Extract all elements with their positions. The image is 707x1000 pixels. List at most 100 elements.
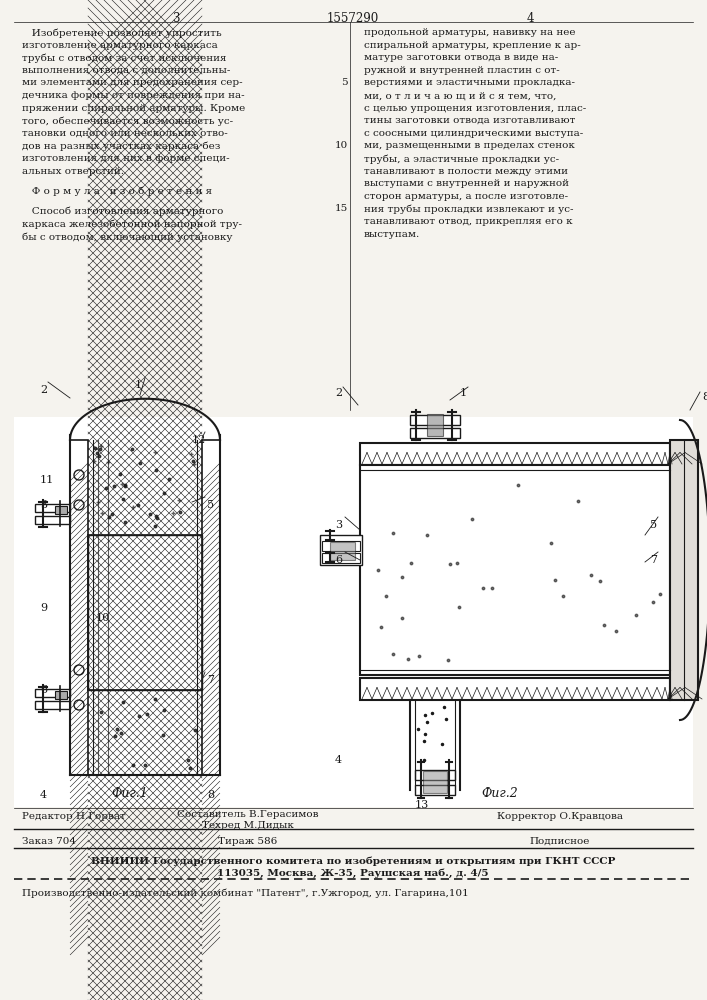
Text: выполнения отвода с дополнительны-: выполнения отвода с дополнительны- — [22, 66, 230, 75]
Text: ми, о т л и ч а ю щ и й с я тем, что,: ми, о т л и ч а ю щ и й с я тем, что, — [364, 91, 556, 100]
Text: тины заготовки отвода изготавливают: тины заготовки отвода изготавливают — [364, 116, 575, 125]
Bar — [35, 516, 70, 524]
Text: танавливают отвод, прикрепляя его к: танавливают отвод, прикрепляя его к — [364, 217, 573, 226]
Text: 3: 3 — [173, 12, 180, 25]
Bar — [415, 770, 455, 780]
Text: 6: 6 — [335, 555, 342, 565]
Text: 7: 7 — [650, 555, 657, 565]
Text: продольной арматуры, навивку на нее: продольной арматуры, навивку на нее — [364, 28, 575, 37]
Bar — [322, 553, 360, 563]
Text: Способ изготовления арматурного: Способ изготовления арматурного — [22, 207, 223, 216]
Bar — [322, 541, 360, 551]
Bar — [35, 701, 70, 709]
Text: 13: 13 — [415, 800, 429, 810]
Text: 5: 5 — [207, 500, 214, 510]
Text: спиральной арматуры, крепление к ар-: спиральной арматуры, крепление к ар- — [364, 41, 580, 50]
Text: Редактор Н.Горват: Редактор Н.Горват — [22, 812, 126, 821]
Bar — [70, 440, 88, 775]
Text: с соосными цилиндрическими выступа-: с соосными цилиндрическими выступа- — [364, 129, 583, 138]
Text: Фиг.2: Фиг.2 — [481, 787, 518, 800]
Text: 9: 9 — [40, 603, 47, 613]
Text: Производственно-издательский комбинат "Патент", г.Ужгород, ул. Гагарина,101: Производственно-издательский комбинат "П… — [22, 888, 469, 898]
Bar — [427, 414, 443, 436]
Bar — [360, 443, 670, 465]
Text: Ф о р м у л а   и з о б р е т е н и я: Ф о р м у л а и з о б р е т е н и я — [22, 187, 212, 196]
Text: Фиг.1: Фиг.1 — [112, 787, 148, 800]
Text: 1: 1 — [460, 388, 467, 398]
Text: матуре заготовки отвода в виде на-: матуре заготовки отвода в виде на- — [364, 53, 559, 62]
Circle shape — [74, 500, 84, 510]
Bar — [410, 428, 460, 438]
Text: 113035, Москва, Ж-35, Раушская наб., д. 4/5: 113035, Москва, Ж-35, Раушская наб., д. … — [217, 868, 489, 878]
Text: верстиями и эластичными прокладка-: верстиями и эластичными прокладка- — [364, 78, 575, 87]
Text: 2: 2 — [335, 388, 342, 398]
Text: танавливают в полости между этими: танавливают в полости между этими — [364, 167, 568, 176]
Text: 10: 10 — [334, 141, 348, 150]
Bar — [410, 415, 460, 425]
Circle shape — [74, 470, 84, 480]
Text: Тираж 586: Тираж 586 — [218, 837, 278, 846]
Text: выступами с внутренней и наружной: выступами с внутренней и наружной — [364, 179, 569, 188]
Text: изготовление арматурного каркаса: изготовление арматурного каркаса — [22, 41, 218, 50]
Text: Изобретение позволяет упростить: Изобретение позволяет упростить — [22, 28, 221, 37]
Bar — [14, 417, 693, 807]
Bar — [670, 440, 698, 700]
Bar — [35, 689, 70, 697]
Bar — [55, 506, 67, 514]
Text: 15: 15 — [334, 204, 348, 213]
Text: пряжении спиральной арматуры. Кроме: пряжении спиральной арматуры. Кроме — [22, 104, 245, 113]
Text: Составитель В.Герасимов: Составитель В.Герасимов — [177, 810, 319, 819]
Bar — [55, 691, 67, 699]
Bar — [202, 440, 220, 775]
Text: ВНИИПИ Государственного комитета по изобретениям и открытиям при ГКНТ СССР: ВНИИПИ Государственного комитета по изоб… — [90, 857, 615, 866]
Text: трубы, а эластичные прокладки ус-: трубы, а эластичные прокладки ус- — [364, 154, 559, 164]
Bar — [320, 535, 362, 565]
Text: 4: 4 — [40, 790, 47, 800]
Text: 8: 8 — [702, 392, 707, 402]
Text: 7: 7 — [207, 675, 214, 685]
Bar — [360, 678, 670, 700]
Text: 11: 11 — [40, 475, 54, 485]
Text: Корректор О.Кравцова: Корректор О.Кравцова — [497, 812, 623, 821]
Bar — [415, 785, 455, 795]
Text: Заказ 704: Заказ 704 — [22, 837, 76, 846]
Text: 10: 10 — [96, 613, 110, 623]
Text: ми, размещенными в пределах стенок: ми, размещенными в пределах стенок — [364, 141, 575, 150]
Text: изготовления для них в форме специ-: изготовления для них в форме специ- — [22, 154, 230, 163]
Text: с целью упрощения изготовления, плас-: с целью упрощения изготовления, плас- — [364, 104, 586, 113]
Text: ми элементами для предохранения сер-: ми элементами для предохранения сер- — [22, 78, 243, 87]
Text: бы с отводом, включающий установку: бы с отводом, включающий установку — [22, 232, 233, 242]
Text: 6: 6 — [40, 685, 47, 695]
Bar — [35, 504, 70, 512]
Text: 12: 12 — [192, 435, 206, 445]
Text: дечника формы от повреждения при на-: дечника формы от повреждения при на- — [22, 91, 245, 100]
Text: 5: 5 — [341, 78, 348, 87]
Text: 1: 1 — [135, 380, 142, 390]
Bar — [88, 535, 202, 690]
Text: каркаса железобетонной напорной тру-: каркаса железобетонной напорной тру- — [22, 220, 242, 229]
Text: дов на разных участках каркаса без: дов на разных участках каркаса без — [22, 141, 221, 151]
Text: трубы с отводом за счет исключения: трубы с отводом за счет исключения — [22, 53, 226, 63]
Text: 3: 3 — [40, 500, 47, 510]
Text: тановки одного или нескольких отво-: тановки одного или нескольких отво- — [22, 129, 228, 138]
Text: ния трубы прокладки извлекают и ус-: ния трубы прокладки извлекают и ус- — [364, 204, 573, 214]
Text: ружной и внутренней пластин с от-: ружной и внутренней пластин с от- — [364, 66, 560, 75]
Text: сторон арматуры, а после изготовле-: сторон арматуры, а после изготовле- — [364, 192, 568, 201]
Bar — [360, 465, 670, 675]
Text: Техред М.Дидык: Техред М.Дидык — [202, 821, 294, 830]
Text: 3: 3 — [335, 520, 342, 530]
Text: 4: 4 — [335, 755, 342, 765]
Text: выступам.: выступам. — [364, 230, 420, 239]
Circle shape — [74, 665, 84, 675]
Circle shape — [74, 700, 84, 710]
Text: 5: 5 — [650, 520, 657, 530]
Text: того, обеспечивается возможность ус-: того, обеспечивается возможность ус- — [22, 116, 233, 126]
Text: 1557290: 1557290 — [327, 12, 379, 25]
Text: 2: 2 — [40, 385, 47, 395]
Bar — [423, 771, 447, 793]
Text: альных отверстий.: альных отверстий. — [22, 167, 124, 176]
Text: Подписное: Подписное — [530, 837, 590, 846]
Bar — [330, 542, 355, 560]
Text: 4: 4 — [526, 12, 534, 25]
Text: 8: 8 — [207, 790, 214, 800]
